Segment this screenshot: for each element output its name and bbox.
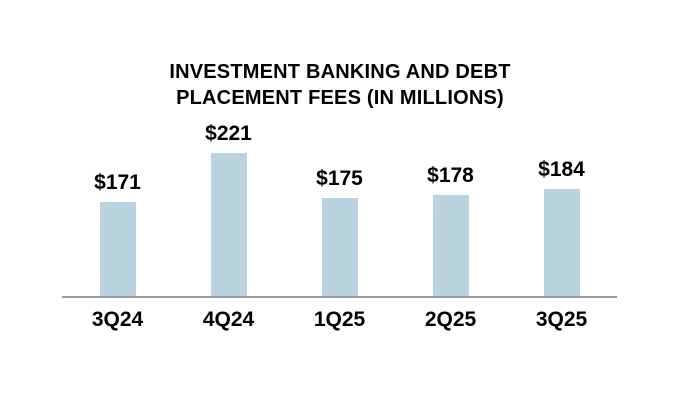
x-axis-label: 4Q24	[202, 308, 255, 331]
bar-group-4q24: $221	[173, 0, 284, 296]
value-label: $171	[94, 170, 141, 194]
bar-group-1q25: $175	[284, 0, 395, 296]
bar	[99, 201, 136, 296]
bar-group-2q25: $178	[395, 0, 506, 296]
value-label: $184	[538, 158, 585, 182]
bar-group-3q24: $171	[62, 0, 173, 296]
bar	[432, 195, 469, 296]
plot-area: $171 $221 $175 $178 $184	[62, 0, 617, 296]
x-axis-label: 1Q25	[313, 308, 366, 331]
bar	[543, 189, 580, 296]
x-axis-labels: 3Q24 4Q24 1Q25 2Q25 3Q25	[62, 307, 617, 333]
value-label: $175	[316, 167, 363, 190]
chart-title: INVESTMENT BANKING AND DEBT PLACEMENT FE…	[0, 59, 680, 111]
value-label: $221	[205, 121, 252, 145]
bar-group-3q25: $184	[506, 0, 617, 296]
bar	[210, 152, 247, 296]
x-axis-label: 3Q24	[91, 308, 144, 331]
bar	[321, 198, 358, 296]
chart-title-line-2: PLACEMENT FEES (IN MILLIONS)	[176, 87, 504, 109]
value-label: $178	[427, 164, 474, 188]
x-axis-line	[62, 296, 617, 298]
x-axis-label: 3Q25	[535, 308, 588, 331]
x-axis-label: 2Q25	[424, 308, 477, 331]
chart-title-line-1: INVESTMENT BANKING AND DEBT	[169, 61, 511, 83]
